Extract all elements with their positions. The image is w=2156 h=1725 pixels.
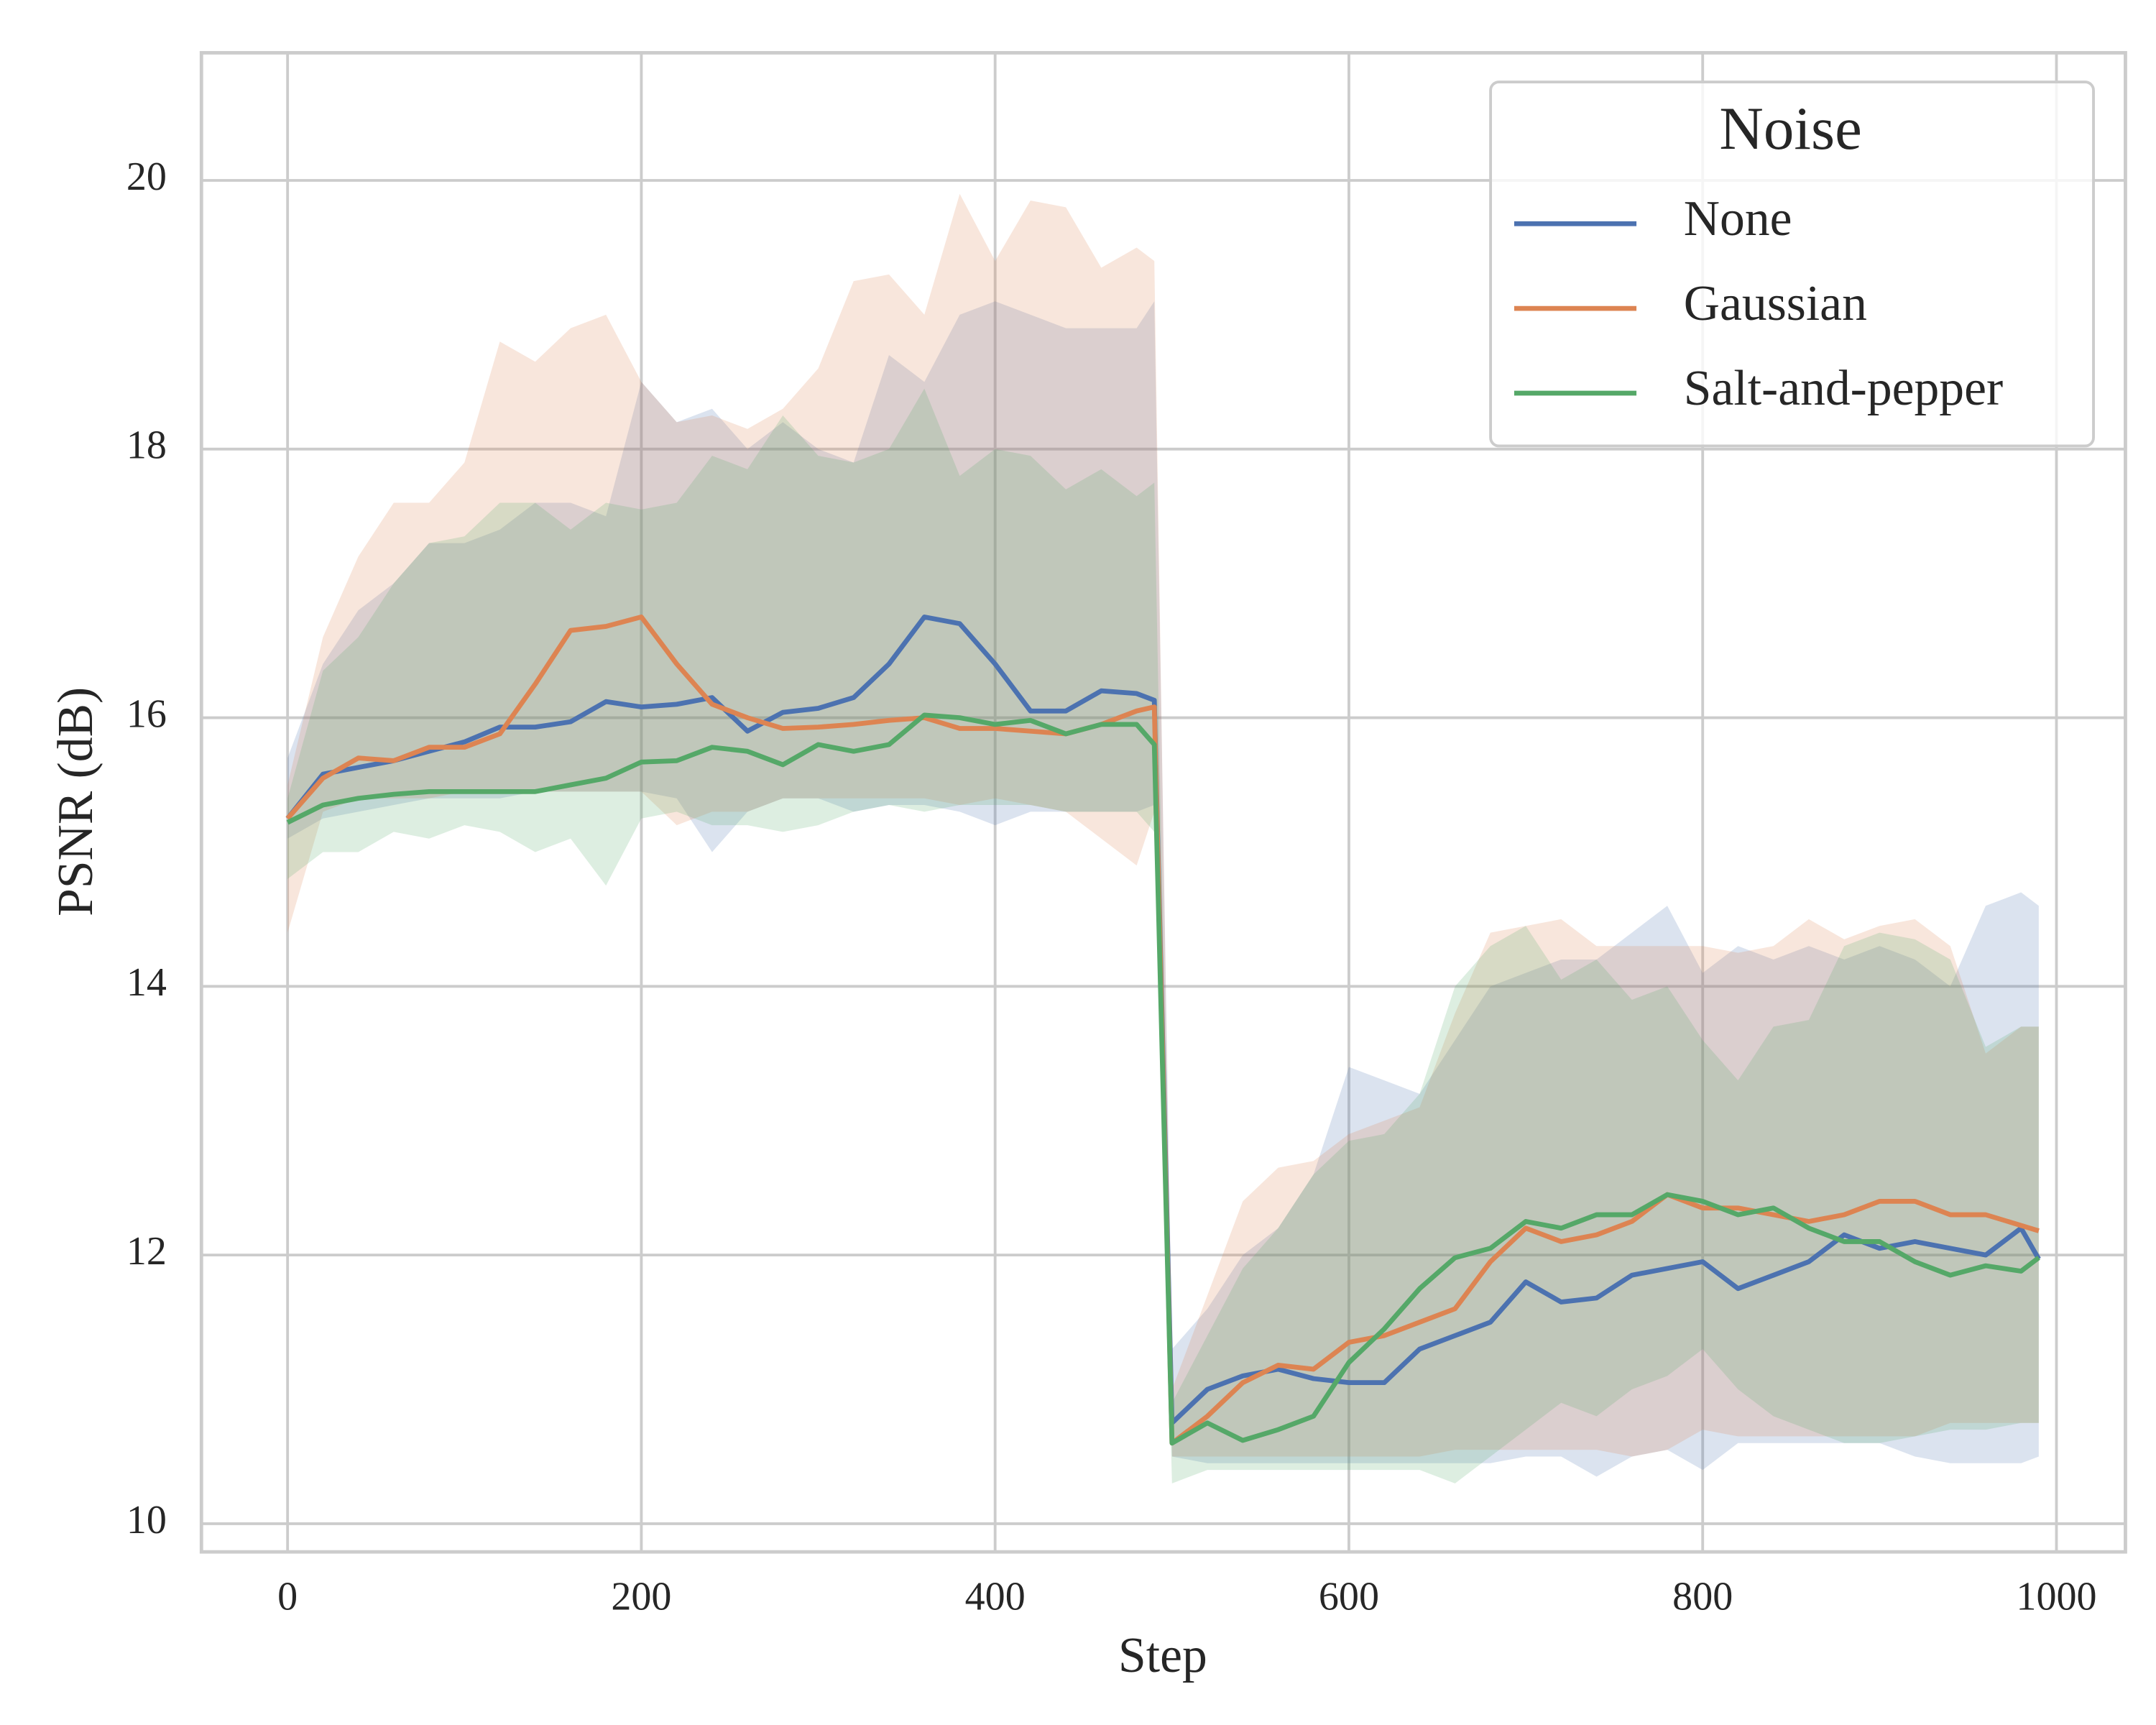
x-tick-label: 800 — [1672, 1575, 1733, 1619]
legend-label: None — [1684, 191, 1792, 247]
x-tick-label: 200 — [611, 1575, 671, 1619]
y-tick-label: 12 — [126, 1229, 167, 1274]
x-tick-label: 600 — [1319, 1575, 1379, 1619]
legend-box — [1489, 80, 2095, 448]
confidence-band — [287, 388, 2039, 1484]
bands — [287, 193, 2039, 1484]
x-axis-label: Step — [1118, 1628, 1207, 1683]
confidence-band — [287, 193, 2039, 1457]
series-line — [286, 712, 2040, 1446]
y-tick-label: 18 — [126, 423, 167, 468]
ticks: 0 200 400 600 800 1000 10 12 14 16 18 20 — [126, 155, 2097, 1619]
y-tick-label: 14 — [126, 960, 167, 1005]
plot-frame — [199, 51, 2127, 1554]
grid — [201, 52, 2126, 1552]
lines — [285, 615, 2041, 1446]
y-tick-label: 10 — [126, 1498, 167, 1542]
confidence-band — [287, 301, 2039, 1477]
legend-title: Noise — [1719, 95, 1861, 162]
x-tick-label: 1000 — [2016, 1575, 2096, 1619]
y-tick-label: 16 — [126, 691, 167, 736]
y-tick-label: 20 — [126, 155, 167, 199]
x-tick-label: 0 — [277, 1575, 298, 1619]
legend: Noise None Gaussian Salt-and-pepper — [1489, 80, 2095, 448]
y-axis-label: PSNR (dB) — [48, 687, 103, 916]
x-tick-label: 400 — [965, 1575, 1026, 1619]
legend-label: Salt-and-pepper — [1684, 361, 2003, 416]
legend-label: Gaussian — [1684, 276, 1867, 331]
